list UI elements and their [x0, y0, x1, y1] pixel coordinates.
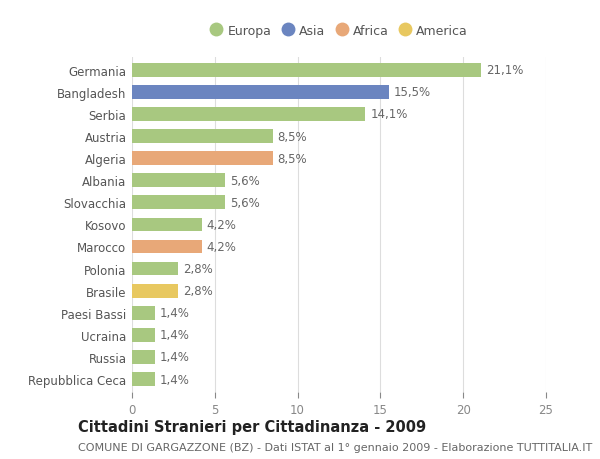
Text: 4,2%: 4,2%	[206, 241, 236, 253]
Text: 14,1%: 14,1%	[370, 108, 408, 121]
Text: 1,4%: 1,4%	[160, 351, 190, 364]
Text: Cittadini Stranieri per Cittadinanza - 2009: Cittadini Stranieri per Cittadinanza - 2…	[78, 419, 426, 434]
Bar	[132, 108, 365, 122]
Text: COMUNE DI GARGAZZONE (BZ) - Dati ISTAT al 1° gennaio 2009 - Elaborazione TUTTITA: COMUNE DI GARGAZZONE (BZ) - Dati ISTAT a…	[78, 442, 592, 452]
Bar	[132, 372, 155, 386]
Text: 8,5%: 8,5%	[278, 130, 307, 143]
Legend: Europa, Asia, Africa, America: Europa, Asia, Africa, America	[205, 20, 473, 43]
Text: 5,6%: 5,6%	[230, 196, 259, 209]
Text: 5,6%: 5,6%	[230, 174, 259, 187]
Bar	[132, 86, 389, 100]
Text: 1,4%: 1,4%	[160, 329, 190, 341]
Bar	[132, 240, 202, 254]
Bar	[132, 218, 202, 232]
Bar	[132, 130, 273, 144]
Text: 1,4%: 1,4%	[160, 307, 190, 319]
Text: 2,8%: 2,8%	[184, 285, 213, 297]
Text: 21,1%: 21,1%	[487, 64, 524, 77]
Bar	[132, 152, 273, 166]
Bar	[132, 174, 225, 188]
Bar	[132, 306, 155, 320]
Bar	[132, 328, 155, 342]
Text: 4,2%: 4,2%	[206, 218, 236, 231]
Bar	[132, 284, 178, 298]
Bar	[132, 262, 178, 276]
Bar	[132, 64, 481, 78]
Text: 8,5%: 8,5%	[278, 152, 307, 165]
Text: 15,5%: 15,5%	[394, 86, 431, 99]
Bar	[132, 350, 155, 364]
Bar	[132, 196, 225, 210]
Text: 2,8%: 2,8%	[184, 263, 213, 275]
Text: 1,4%: 1,4%	[160, 373, 190, 386]
